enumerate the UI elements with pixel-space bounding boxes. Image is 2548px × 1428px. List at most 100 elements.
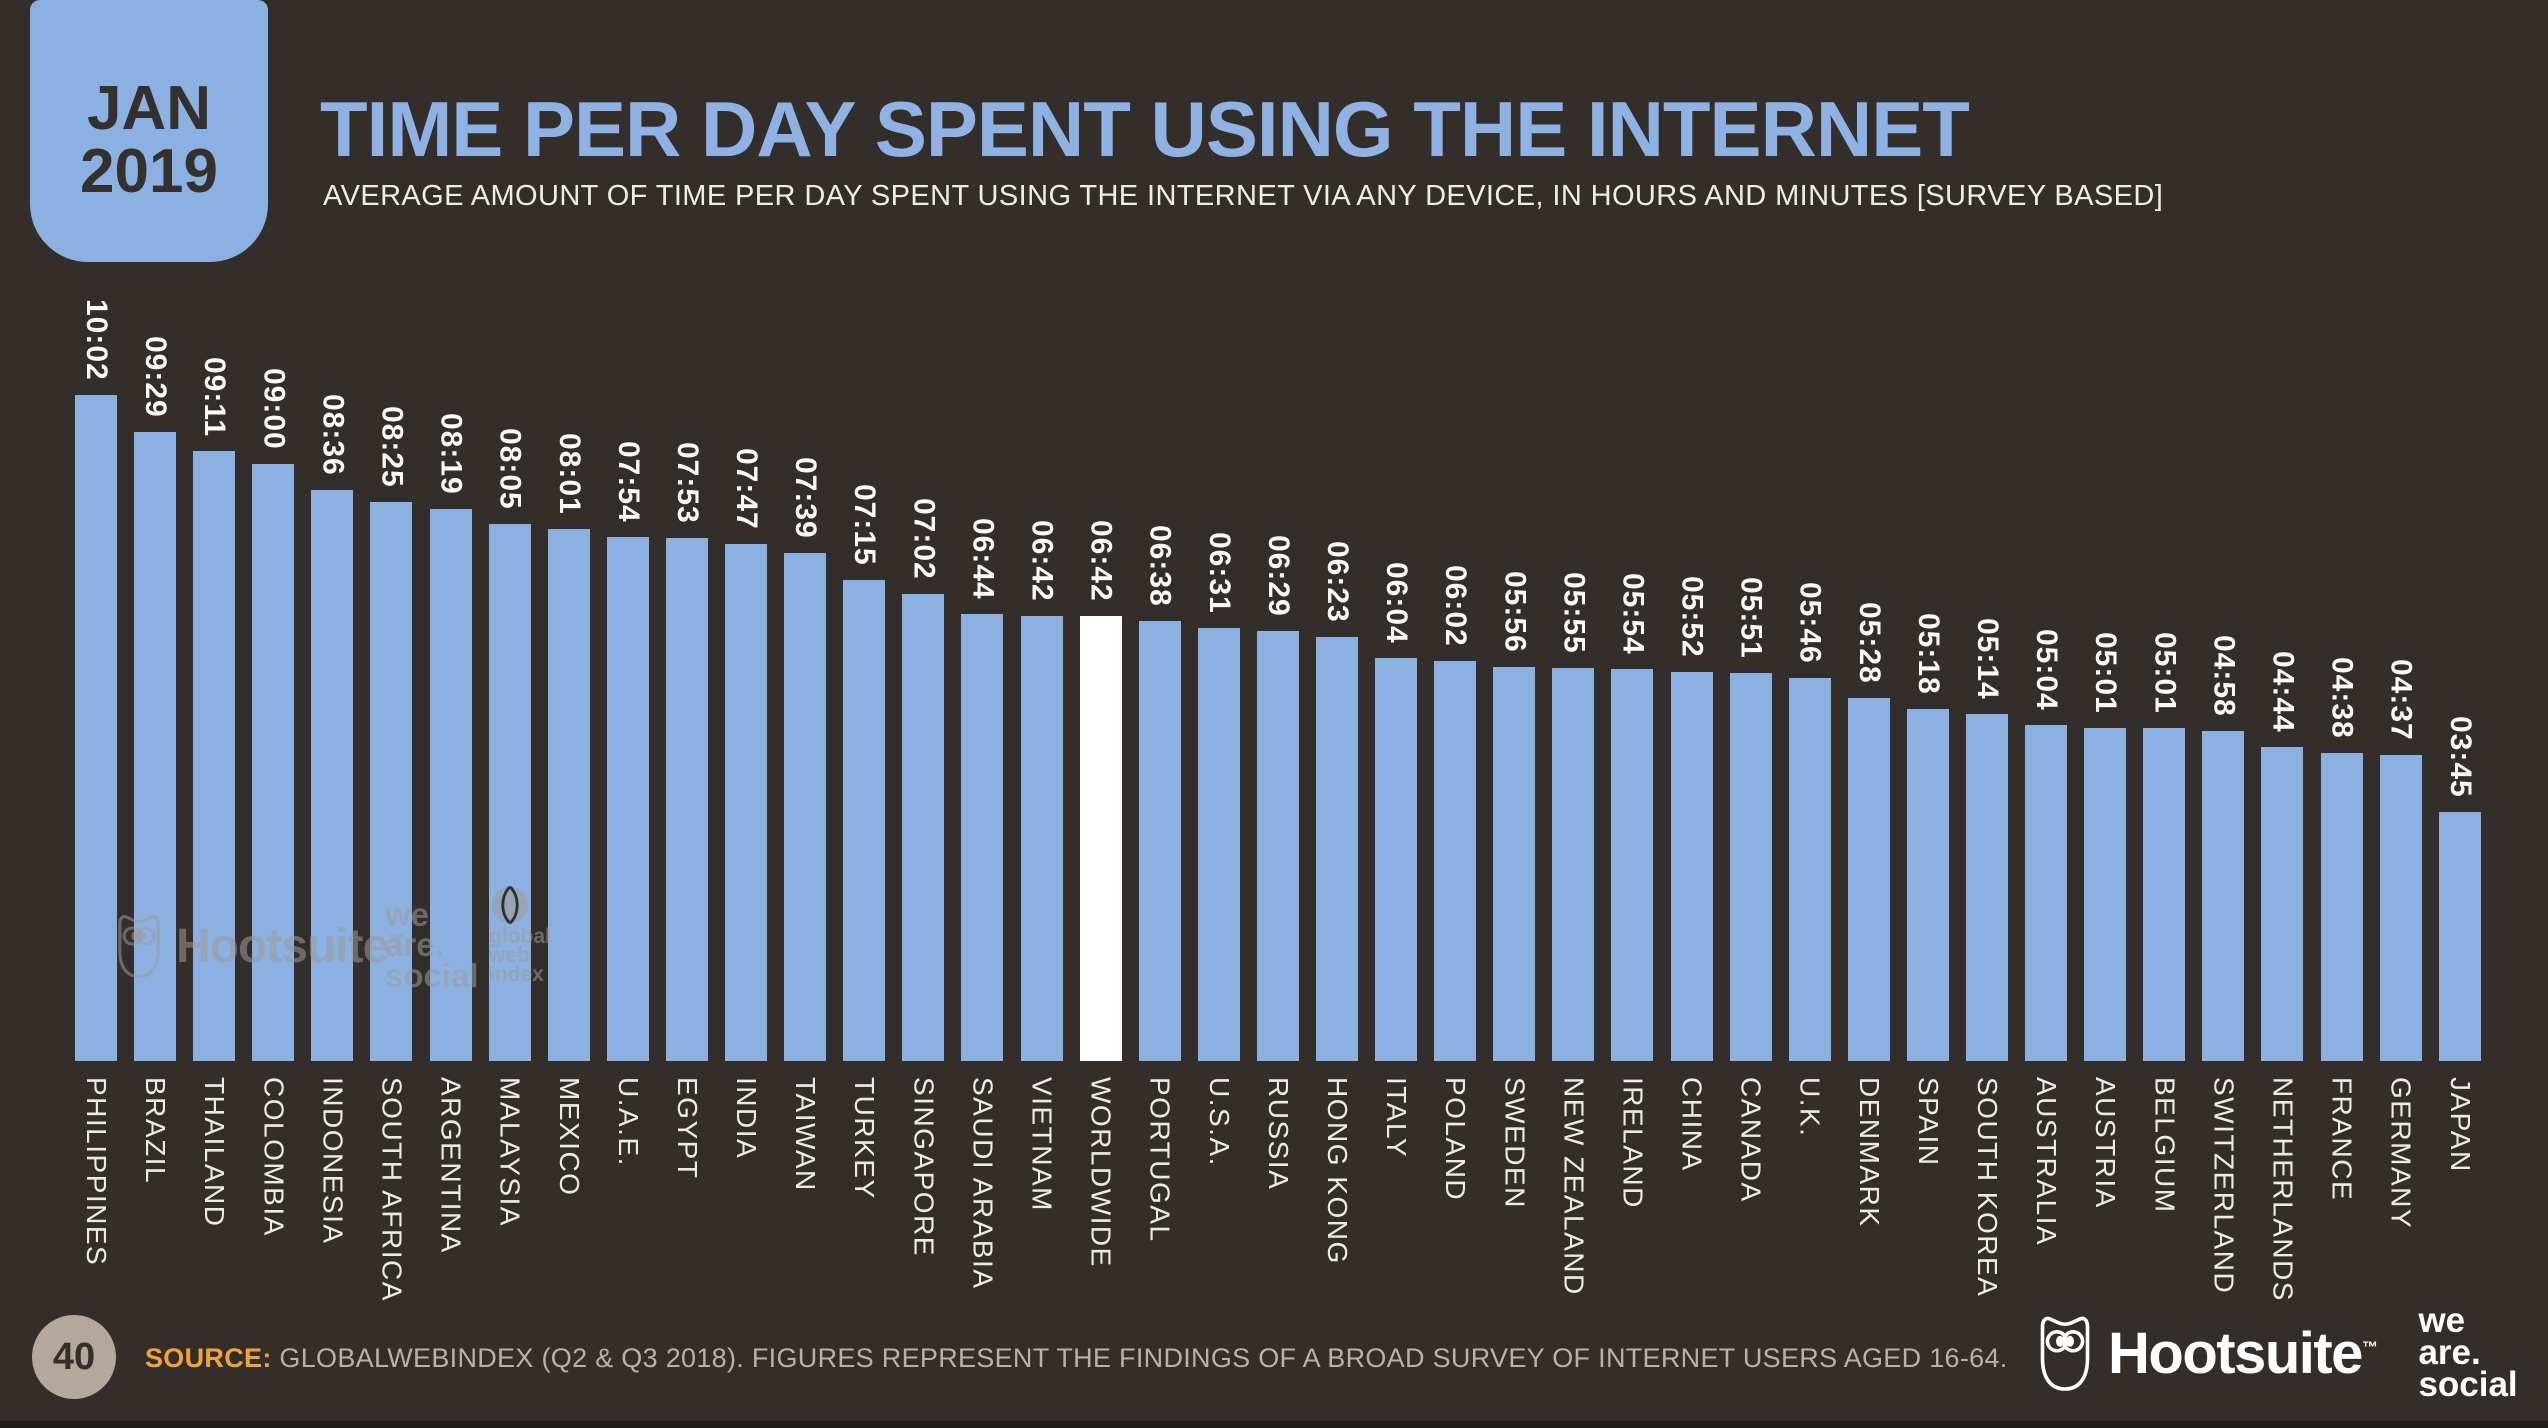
bar-category-label: GERMANY xyxy=(2385,1077,2417,1230)
bar xyxy=(2202,731,2245,1061)
bar-value-label: 09:29 xyxy=(139,336,173,418)
was-line: we xyxy=(385,896,430,933)
bar xyxy=(2084,728,2127,1061)
bar xyxy=(1197,628,1240,1061)
trademark-symbol: ™ xyxy=(388,931,404,949)
bar xyxy=(311,490,354,1061)
bar-category-label: IRELAND xyxy=(1617,1077,1649,1209)
bar-group-poland: 06:02 POLAND xyxy=(1434,381,1477,1201)
bar-category-label: SPAIN xyxy=(1912,1077,1944,1167)
bar-value-label: 10:02 xyxy=(80,299,113,381)
bar-group-philippines: 10:02 PHILIPPINES xyxy=(75,299,117,1266)
bar xyxy=(370,502,413,1061)
source-label: SOURCE: xyxy=(145,1343,272,1373)
bar-group-canada: 05:51 CANADA xyxy=(1729,381,1772,1203)
hootsuite-owl-icon xyxy=(2040,1316,2090,1392)
bar-group-ireland: 05:54 IRELAND xyxy=(1611,381,1654,1209)
bar-group-netherlands: 04:44 NETHERLANDS xyxy=(2261,381,2304,1302)
bar-category-label: THAILAND xyxy=(199,1077,231,1228)
bar xyxy=(1729,673,1772,1061)
was-line: are. xyxy=(2418,1333,2481,1373)
bar-group-egypt: 07:53 EGYPT xyxy=(665,381,708,1179)
bar-category-label: RUSSIA xyxy=(1262,1077,1294,1191)
bar xyxy=(547,529,590,1061)
page-subtitle: AVERAGE AMOUNT OF TIME PER DAY SPENT USI… xyxy=(323,180,2164,212)
bar-value-label: 09:11 xyxy=(198,356,232,437)
bar xyxy=(1670,672,1713,1061)
bar-category-label: PORTUGAL xyxy=(1144,1077,1176,1243)
badge-month: JAN xyxy=(86,73,212,143)
bar xyxy=(193,451,236,1061)
trademark-symbol: ™ xyxy=(2361,1339,2378,1357)
bar-category-label: MEXICO xyxy=(553,1077,585,1197)
bar-group-switzerland: 04:58 SWITZERLAND xyxy=(2202,381,2245,1294)
bar-value-label: 05:46 xyxy=(1793,582,1827,664)
bar xyxy=(2438,812,2481,1061)
bar-value-label: 05:56 xyxy=(1498,571,1532,653)
bar-value-label: 05:52 xyxy=(1675,576,1709,658)
bar-category-label: SWITZERLAND xyxy=(2208,1077,2240,1295)
bar-value-label: 04:37 xyxy=(2384,659,2418,741)
bar-group-germany: 04:37 GERMANY xyxy=(2379,381,2422,1229)
bar xyxy=(2025,725,2068,1061)
bar-value-label: 04:44 xyxy=(2266,651,2300,733)
bar xyxy=(1906,709,1949,1061)
bar-category-label: DENMARK xyxy=(1853,1077,1885,1228)
bar-group-austria: 05:01 AUSTRIA xyxy=(2084,381,2127,1209)
bar-value-label: 06:29 xyxy=(1261,535,1295,617)
bar xyxy=(134,432,177,1061)
bar-category-label: EGYPT xyxy=(671,1077,703,1180)
bar-value-label: 08:05 xyxy=(493,428,527,510)
bar-value-label: 08:19 xyxy=(434,413,468,495)
bar-category-label: HONG KONG xyxy=(1321,1077,1353,1265)
bar-group-indonesia: 08:36 INDONESIA xyxy=(311,381,354,1245)
bar-group-taiwan: 07:39 TAIWAN xyxy=(784,381,827,1192)
bar-value-label: 07:47 xyxy=(730,448,764,530)
bar-chart: 10:02 PHILIPPINES 09:29 BRAZIL 09:11 THAILAND… xyxy=(75,299,2481,1302)
globalwebindex-watermark: global web index xyxy=(489,884,551,985)
bar-value-label: 07:53 xyxy=(670,442,704,524)
hootsuite-wordmark: Hootsuite™ xyxy=(2108,1320,2378,1386)
bar-category-label: PHILIPPINES xyxy=(81,1077,112,1267)
bar xyxy=(429,509,472,1061)
hootsuite-watermark-wordmark: Hootsuite™ xyxy=(176,919,404,973)
hootsuite-owl-icon xyxy=(118,915,160,979)
bar-category-label: NEW ZEALAND xyxy=(1558,1077,1590,1296)
bar xyxy=(1552,668,1595,1061)
bar-value-label: 06:42 xyxy=(1025,520,1059,602)
bar-group-south-korea: 05:14 SOUTH KOREA xyxy=(1966,381,2008,1297)
bar-value-label: 06:38 xyxy=(1143,525,1177,607)
bar-category-label: BELGIUM xyxy=(2149,1077,2181,1214)
bar-value-label: 07:39 xyxy=(789,457,823,539)
was-line: are. xyxy=(385,926,444,964)
bar-category-label: CANADA xyxy=(1735,1077,1767,1203)
bar-value-label: 06:02 xyxy=(1439,565,1473,647)
bar-category-label: FRANCE xyxy=(2326,1077,2358,1202)
bar xyxy=(1434,661,1477,1061)
bar-value-label: 06:42 xyxy=(1084,520,1118,602)
bar-value-label: 06:31 xyxy=(1202,532,1236,614)
bar xyxy=(1966,714,2008,1061)
bar-group-russia: 06:29 RUSSIA xyxy=(1256,381,1299,1190)
bar-category-label: JAPAN xyxy=(2444,1077,2476,1173)
bar-group-denmark: 05:28 DENMARK xyxy=(1847,381,1890,1228)
bar-value-label: 05:18 xyxy=(1911,613,1945,695)
bar-group-india: 07:47 INDIA xyxy=(725,381,768,1159)
date-badge: JAN 2019 xyxy=(30,0,268,262)
bar-value-label: 05:28 xyxy=(1852,602,1886,684)
bar-group-mexico: 08:01 MEXICO xyxy=(547,381,590,1196)
bar-category-label: TAIWAN xyxy=(790,1077,822,1192)
bar xyxy=(1847,698,1890,1061)
bar xyxy=(2320,753,2363,1061)
bar-category-label: U.S.A. xyxy=(1203,1077,1235,1167)
bar-group-belgium: 05:01 BELGIUM xyxy=(2143,381,2186,1214)
bar-value-label: 09:00 xyxy=(257,368,291,450)
bar xyxy=(606,537,649,1061)
we-are-social-logo: we are. social xyxy=(2418,1303,2517,1403)
bar-value-label: 05:01 xyxy=(2089,632,2123,714)
bar-category-label: ARGENTINA xyxy=(435,1077,467,1254)
bar-value-label: 05:54 xyxy=(1616,573,1650,655)
bar xyxy=(1020,616,1063,1061)
bar-group-south-africa: 08:25 SOUTH AFRICA xyxy=(370,381,413,1302)
